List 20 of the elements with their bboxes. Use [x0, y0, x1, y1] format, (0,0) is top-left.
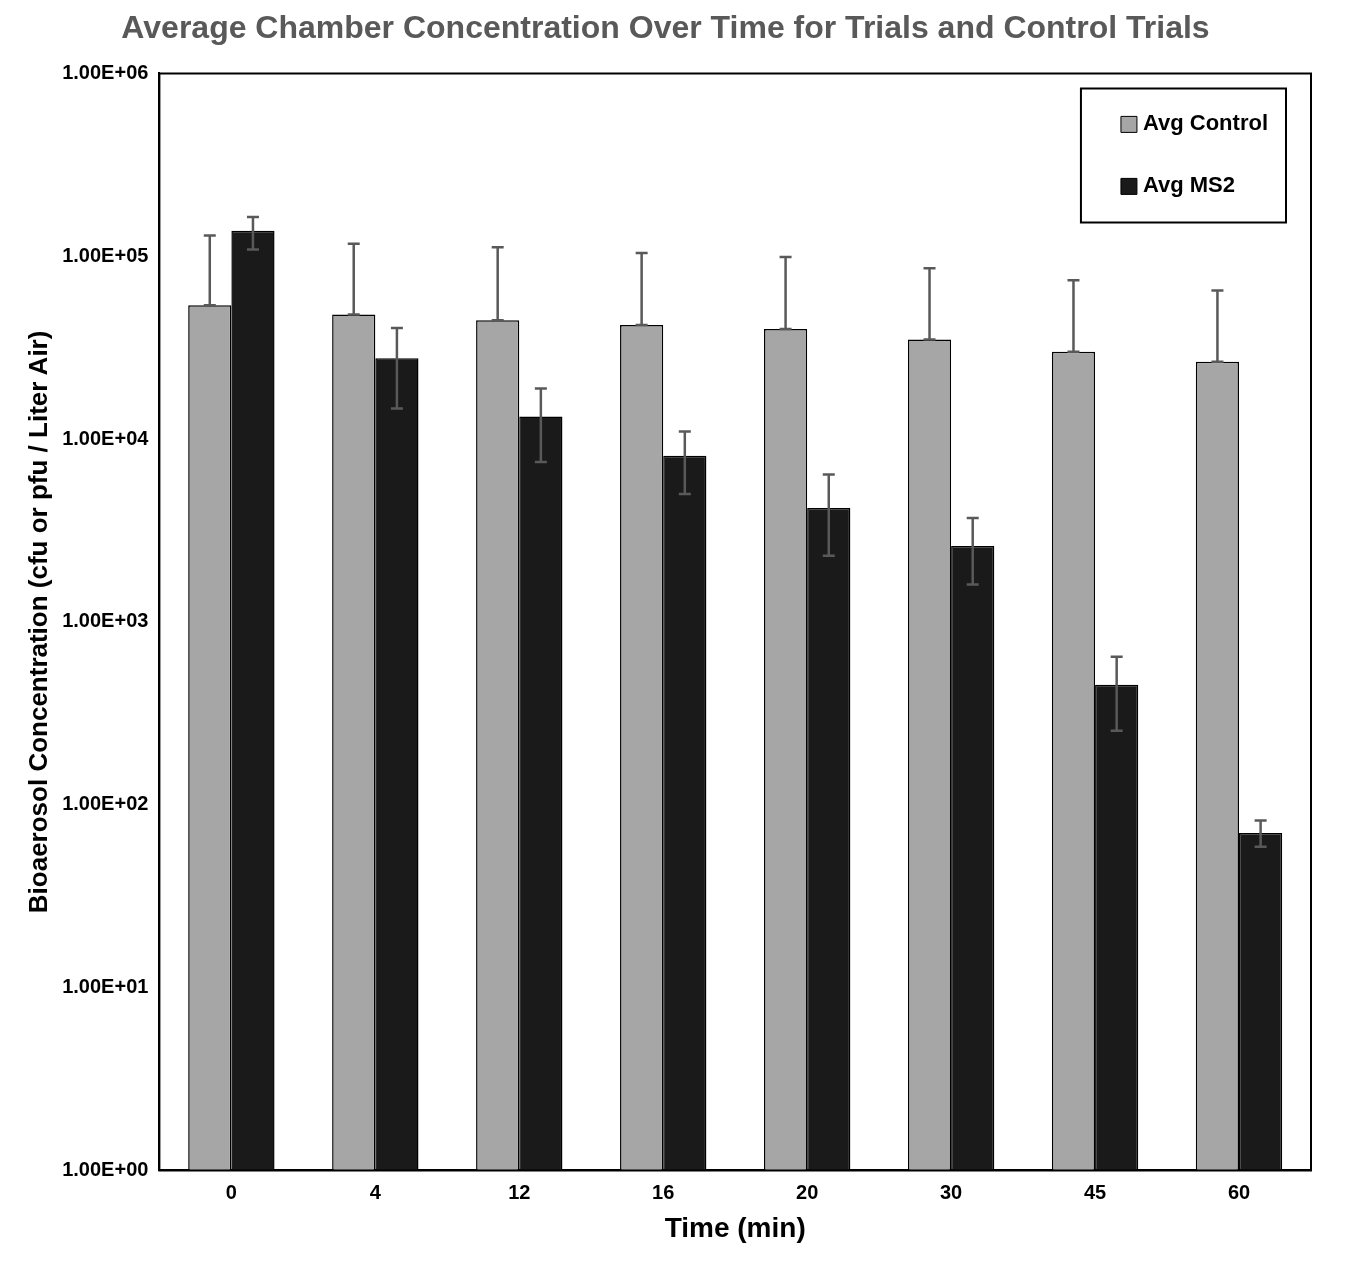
- x-tick-label: 12: [508, 1180, 531, 1203]
- x-tick-label: 20: [796, 1180, 819, 1203]
- x-tick-label: 60: [1227, 1180, 1251, 1203]
- x-tick-label: 30: [940, 1180, 963, 1203]
- x-tick-label: 0: [225, 1180, 237, 1203]
- x-tick-label: 4: [369, 1180, 382, 1203]
- legend-label: Avg MS2: [1142, 172, 1236, 198]
- chart-title: Average Chamber Concentration Over Time for Trials and Control Trials: [121, 9, 1210, 46]
- y-tick-label: 1.00E+02: [62, 792, 149, 815]
- y-tick-label: 1.00E+00: [62, 1157, 149, 1180]
- legend-label: Avg Control: [1142, 110, 1268, 136]
- y-tick-label: 1.00E+06: [62, 60, 149, 83]
- x-tick-label: 45: [1083, 1180, 1107, 1203]
- x-axis-title: Time (min): [664, 1211, 806, 1243]
- y-tick-label: 1.00E+01: [62, 975, 149, 998]
- y-tick-label: 1.00E+04: [62, 426, 150, 449]
- y-axis-title: Bioaerosol Concentration (cfu or pfu / Liter Air): [22, 330, 53, 914]
- x-tick-label: 16: [652, 1180, 675, 1203]
- y-tick-label: 1.00E+03: [62, 609, 149, 632]
- y-tick-label: 1.00E+05: [62, 243, 149, 266]
